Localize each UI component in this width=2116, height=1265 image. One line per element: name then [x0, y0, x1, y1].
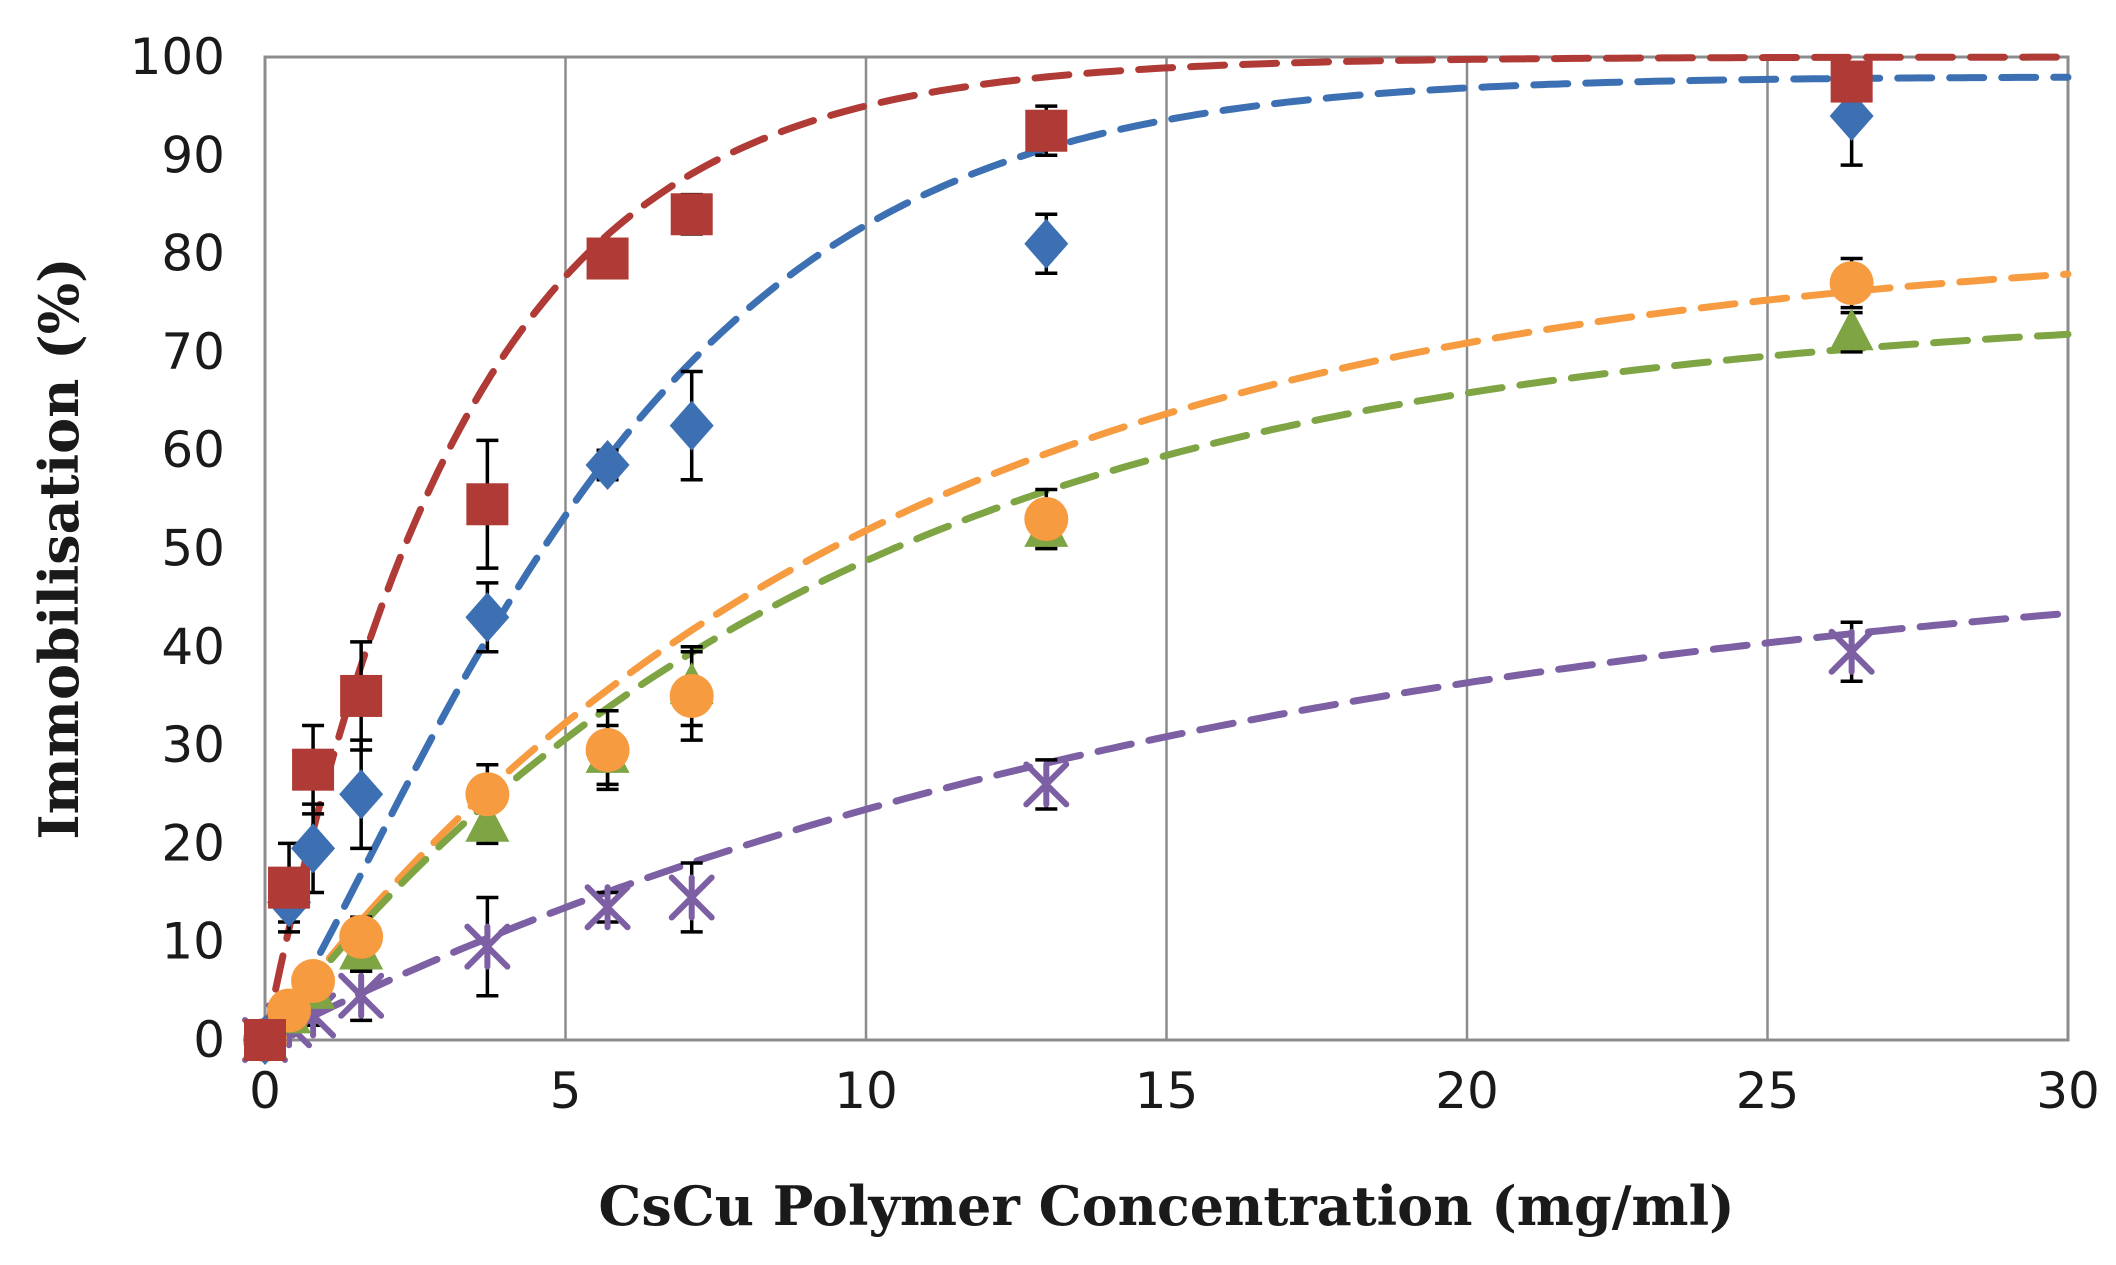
y-tick-label: 10 — [161, 913, 225, 971]
circle-marker — [465, 772, 510, 817]
y-axis-title: Immobilisation (%) — [27, 257, 91, 839]
y-tick-label: 90 — [161, 126, 225, 184]
x-star-marker — [1023, 761, 1070, 808]
y-tick-label: 70 — [161, 323, 225, 381]
fit-curve — [261, 270, 2072, 1044]
x-tick-labels: 0 5 10 15 20 25 30 — [249, 1062, 2100, 1120]
square-marker — [466, 483, 509, 526]
circle-marker — [669, 673, 714, 718]
grid-layer — [564, 57, 1769, 1040]
triangle-marker — [1829, 308, 1874, 351]
y-tick-labels: 0 10 20 30 40 50 60 70 80 90 100 — [130, 28, 225, 1069]
square-marker — [1025, 109, 1068, 152]
triangle-marker — [465, 799, 510, 842]
circle-marker — [1829, 261, 1874, 306]
square-marker — [340, 674, 383, 717]
circle-marker — [1024, 497, 1069, 542]
square-marker — [292, 748, 335, 791]
diamond-marker — [465, 592, 510, 643]
x-tick-label: 20 — [1435, 1062, 1499, 1120]
data-markers — [242, 60, 1875, 1065]
x-tick-label: 0 — [249, 1062, 281, 1120]
y-tick-label: 40 — [161, 618, 225, 676]
x-tick-label: 15 — [1135, 1062, 1199, 1120]
circle-marker — [585, 728, 630, 773]
x-star-marker — [584, 884, 631, 931]
y-tick-label: 0 — [193, 1011, 225, 1069]
x-tick-label: 10 — [834, 1062, 898, 1120]
y-tick-label: 20 — [161, 814, 225, 872]
diamond-marker — [339, 769, 384, 820]
y-tick-label: 100 — [130, 28, 225, 86]
circle-marker — [339, 914, 384, 959]
circle-marker — [291, 959, 336, 1004]
square-marker — [586, 237, 629, 280]
y-tick-label: 50 — [161, 520, 225, 578]
x-tick-label: 30 — [2036, 1062, 2100, 1120]
diamond-marker — [1829, 90, 1874, 141]
diamond-marker — [669, 400, 714, 451]
x-star-marker — [338, 972, 385, 1019]
square-marker — [268, 866, 311, 909]
x-star-marker — [668, 874, 715, 921]
fit-curve — [261, 73, 2072, 1044]
y-tick-label: 60 — [161, 421, 225, 479]
y-tick-label: 80 — [161, 225, 225, 283]
x-tick-label: 25 — [1736, 1062, 1800, 1120]
x-star-marker — [1828, 628, 1875, 675]
x-star-marker — [464, 923, 511, 970]
square-marker — [670, 193, 713, 236]
square-marker — [244, 1019, 286, 1061]
x-tick-label: 5 — [550, 1062, 582, 1120]
y-tick-label: 30 — [161, 716, 225, 774]
diamond-marker — [1024, 218, 1069, 269]
fit-curves — [261, 53, 2072, 1044]
fit-curve — [261, 330, 2072, 1044]
square-marker — [1830, 60, 1873, 103]
diamond-marker — [585, 439, 630, 490]
plot-area-frame — [263, 55, 2070, 1042]
error-bars — [278, 65, 1863, 1037]
x-axis-title: CsCu Polymer Concentration (mg/ml) — [598, 1174, 1734, 1238]
fit-curve — [261, 609, 2072, 1044]
diamond-marker — [291, 823, 336, 874]
fit-curve — [261, 53, 2072, 1044]
